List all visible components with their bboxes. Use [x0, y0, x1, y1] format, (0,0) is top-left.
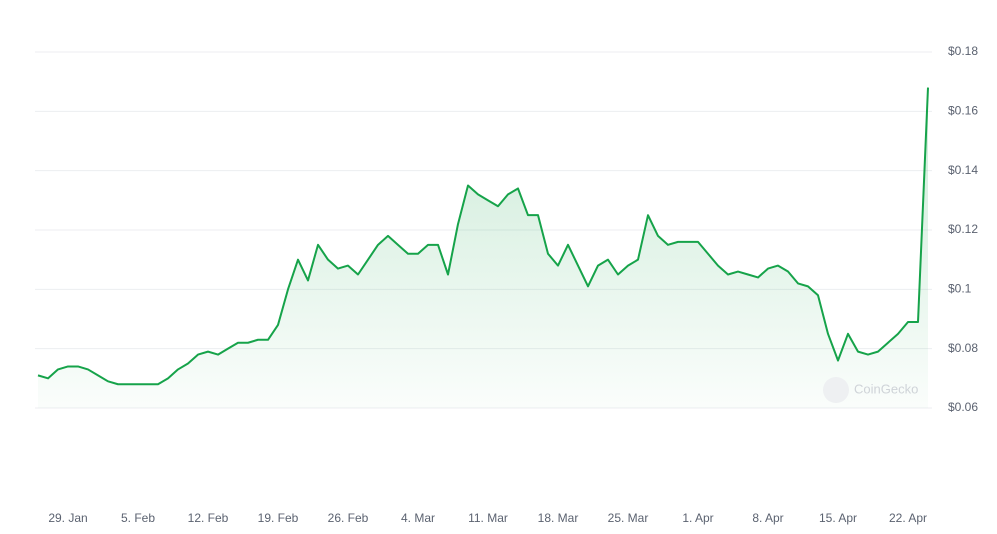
- x-tick-label: 19. Feb: [258, 511, 299, 525]
- price-line: [37, 87, 929, 386]
- y-tick-label: $0.12: [948, 222, 978, 236]
- y-tick-label: $0.1: [948, 282, 972, 296]
- y-tick-label: $0.14: [948, 163, 978, 177]
- area: [38, 87, 928, 408]
- x-tick-label: 12. Feb: [188, 511, 229, 525]
- y-tick-label: $0.08: [948, 341, 978, 355]
- x-tick-label: 1. Apr: [682, 511, 713, 525]
- x-tick-label: 8. Apr: [752, 511, 783, 525]
- watermark: CoinGecko: [854, 381, 918, 396]
- x-tick-label: 15. Apr: [819, 511, 857, 525]
- x-tick-label: 29. Jan: [48, 511, 87, 525]
- y-tick-label: $0.18: [948, 44, 978, 58]
- grid: $0.06 $0.08 $0.1 $0.12 $0.14 $0.16 $0.18 29. Ja…: [35, 44, 978, 525]
- x-tick-label: 11. Mar: [468, 511, 508, 525]
- watermark-logo: [823, 377, 849, 403]
- x-tick-label: 22. Apr: [889, 511, 927, 525]
- x-tick-label: 18. Mar: [538, 511, 579, 525]
- y-tick-label: $0.16: [948, 104, 978, 118]
- x-tick-label: 4. Mar: [401, 511, 435, 525]
- x-tick-label: 5. Feb: [121, 511, 155, 525]
- y-tick-label: $0.06: [948, 400, 978, 414]
- plot: [37, 87, 929, 408]
- x-tick-label: 26. Feb: [328, 511, 369, 525]
- x-tick-label: 25. Mar: [608, 511, 649, 525]
